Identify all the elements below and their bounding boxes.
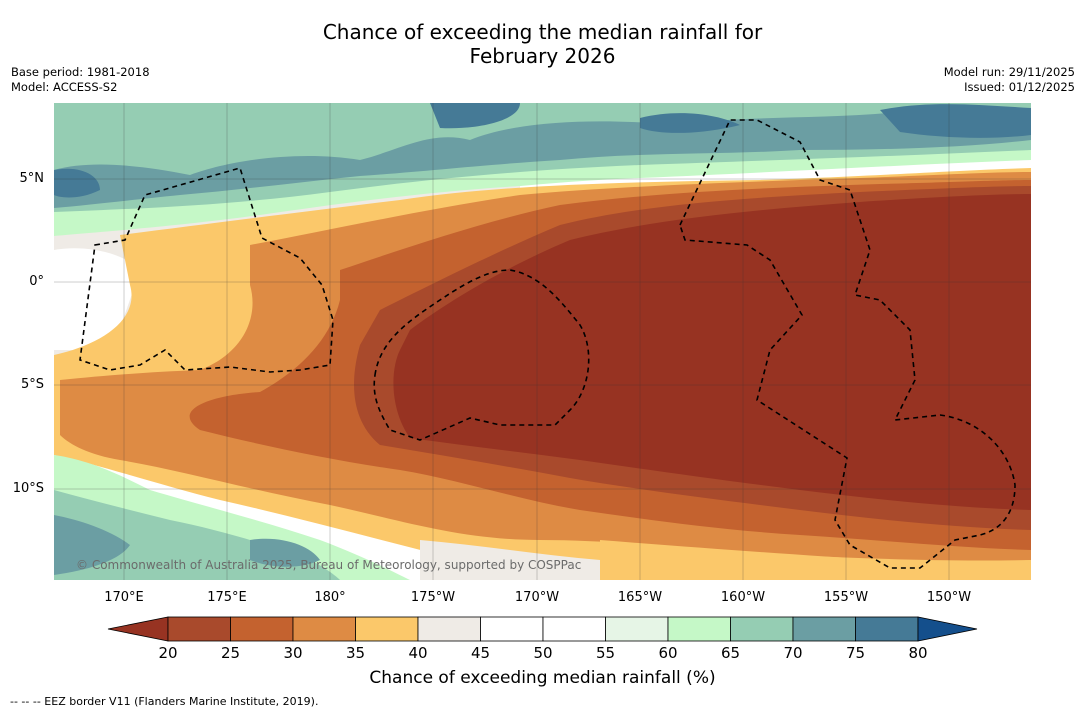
meta-right: Model run: 29/11/2025 Issued: 01/12/2025 (944, 65, 1075, 95)
south-neutral-band (420, 540, 620, 580)
lat-label-5s: 5°S (20, 377, 44, 392)
eez-border-west (79, 167, 334, 373)
lon-label-165w: 165°W (617, 590, 663, 605)
colorbar-cell-55-60 (605, 616, 669, 642)
eez-footnote: -- -- -- EEZ border V11 (Flanders Marine… (10, 695, 319, 708)
map-credit: © Commonwealth of Australia 2025, Bureau… (76, 558, 582, 572)
colorbar-cell-20-25 (167, 616, 231, 642)
colorbar-cell-40-45 (417, 616, 481, 642)
lon-label-150w: 150°W (926, 590, 972, 605)
eez-borders (79, 119, 1016, 569)
colorbar-cells (107, 616, 978, 642)
colorbar-tick-60: 60 (658, 644, 678, 662)
lon-label-155w: 155°W (823, 590, 869, 605)
lat-label-5n: 5°N (19, 171, 45, 186)
colorbar-tick-50: 50 (533, 644, 553, 662)
colorbar-tick-25: 25 (220, 644, 241, 662)
lon-label-170e: 170°E (104, 590, 144, 605)
colorbar-cell-45-50 (480, 616, 544, 642)
colorbar-tick-75: 75 (845, 644, 866, 662)
eez-border-east (679, 119, 1016, 569)
base-period: Base period: 1981-2018 (11, 65, 150, 79)
colorbar-cell-65-70 (730, 616, 794, 642)
lon-label-175e: 175°E (207, 590, 247, 605)
colorbar-tick-70: 70 (783, 644, 803, 662)
colorbar-tick-20: 20 (158, 644, 178, 662)
colorbar-cell-75-80 (855, 616, 919, 642)
colorbar-cell-30-35 (292, 616, 356, 642)
meta-left: Base period: 1981-2018 Model: ACCESS-S2 (11, 65, 150, 95)
colorbar-cell-50-55 (542, 616, 606, 642)
colorbar-tick-35: 35 (345, 644, 366, 662)
lon-label-175w: 175°W (410, 590, 456, 605)
colorbar-tick-30: 30 (283, 644, 303, 662)
colorbar-under-triangle (107, 616, 169, 642)
colorbar-over-triangle (917, 616, 978, 642)
title-line-2: February 2026 (469, 44, 616, 68)
title-line-1: Chance of exceeding the median rainfall … (322, 20, 763, 44)
eez-border-central (373, 269, 590, 441)
graticule (54, 103, 1031, 580)
lon-label-160w: 160°W (720, 590, 766, 605)
dry-band-20 (393, 194, 1031, 510)
colorbar-cell-35-40 (355, 616, 419, 642)
south-east-yellow (600, 540, 1031, 580)
colorbar-cell-70-75 (792, 616, 856, 642)
colorbar-tick-55: 55 (595, 644, 616, 662)
colorbar-cell-60-65 (667, 616, 731, 642)
lon-label-180: 180° (314, 590, 346, 605)
colorbar-tick-45: 45 (470, 644, 491, 662)
lon-label-170w: 170°W (514, 590, 560, 605)
colorbar-cell-25-30 (230, 616, 294, 642)
map-title: Chance of exceeding the median rainfall … (0, 20, 1085, 68)
north-slate-patches (54, 108, 1031, 208)
lat-label-10s: 10°S (12, 481, 44, 496)
model-name: Model: ACCESS-S2 (11, 80, 118, 94)
issued-date: Issued: 01/12/2025 (964, 80, 1075, 94)
colorbar-tick-40: 40 (408, 644, 428, 662)
colorbar-label: Chance of exceeding median rainfall (%) (369, 668, 716, 688)
north-blue-patches (54, 103, 1031, 198)
lat-label-0: 0° (29, 274, 44, 289)
colorbar-tick-65: 65 (720, 644, 741, 662)
colorbar-tick-80: 80 (908, 644, 928, 662)
south-slate-patches (54, 515, 320, 575)
map-field (54, 103, 1031, 580)
model-run: Model run: 29/11/2025 (943, 65, 1075, 79)
